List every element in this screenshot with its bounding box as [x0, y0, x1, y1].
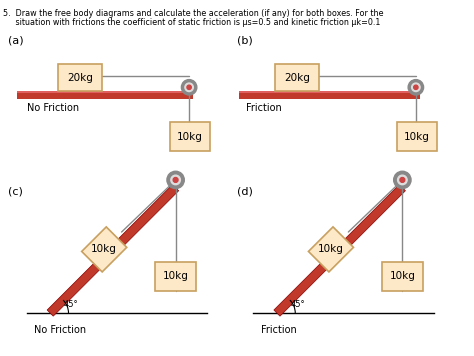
Circle shape [398, 175, 407, 185]
Circle shape [411, 83, 420, 91]
Bar [275, 64, 319, 91]
Text: 10kg: 10kg [318, 245, 344, 255]
Text: (c): (c) [8, 187, 23, 197]
Text: Friction: Friction [261, 325, 296, 335]
Text: 10kg: 10kg [163, 271, 189, 282]
Bar [309, 227, 354, 272]
Circle shape [171, 175, 181, 185]
Circle shape [187, 85, 191, 89]
Circle shape [394, 171, 411, 189]
Bar [239, 91, 419, 93]
Text: 10kg: 10kg [390, 271, 415, 282]
Circle shape [185, 83, 193, 91]
Text: No Friction: No Friction [27, 103, 79, 113]
Bar [170, 122, 210, 151]
Text: 45°: 45° [291, 300, 305, 309]
Circle shape [182, 80, 197, 95]
Bar [397, 122, 437, 151]
Circle shape [400, 178, 405, 182]
Bar [58, 64, 102, 91]
Bar [82, 227, 127, 272]
Bar [18, 91, 193, 99]
Text: 10kg: 10kg [177, 131, 203, 141]
Text: Friction: Friction [246, 103, 282, 113]
Text: (d): (d) [237, 187, 253, 197]
Polygon shape [274, 184, 405, 316]
Text: 45°: 45° [64, 300, 78, 309]
Circle shape [167, 171, 184, 189]
Text: situation with frictions the coefficient of static friction is μs=0.5 and kineti: situation with frictions the coefficient… [3, 18, 380, 27]
Text: 20kg: 20kg [67, 73, 93, 83]
Polygon shape [47, 184, 179, 316]
Text: (b): (b) [237, 35, 253, 45]
Bar [18, 91, 193, 93]
Bar [155, 262, 196, 291]
Bar [239, 91, 419, 99]
Text: (a): (a) [8, 35, 23, 45]
Text: 10kg: 10kg [91, 245, 117, 255]
Circle shape [173, 178, 178, 182]
Text: 5.  Draw the free body diagrams and calculate the acceleration (if any) for both: 5. Draw the free body diagrams and calcu… [3, 9, 383, 18]
Bar [382, 262, 423, 291]
Circle shape [414, 85, 418, 89]
Text: No Friction: No Friction [34, 325, 86, 335]
Text: 10kg: 10kg [404, 131, 430, 141]
Text: 20kg: 20kg [284, 73, 310, 83]
Circle shape [408, 80, 424, 95]
